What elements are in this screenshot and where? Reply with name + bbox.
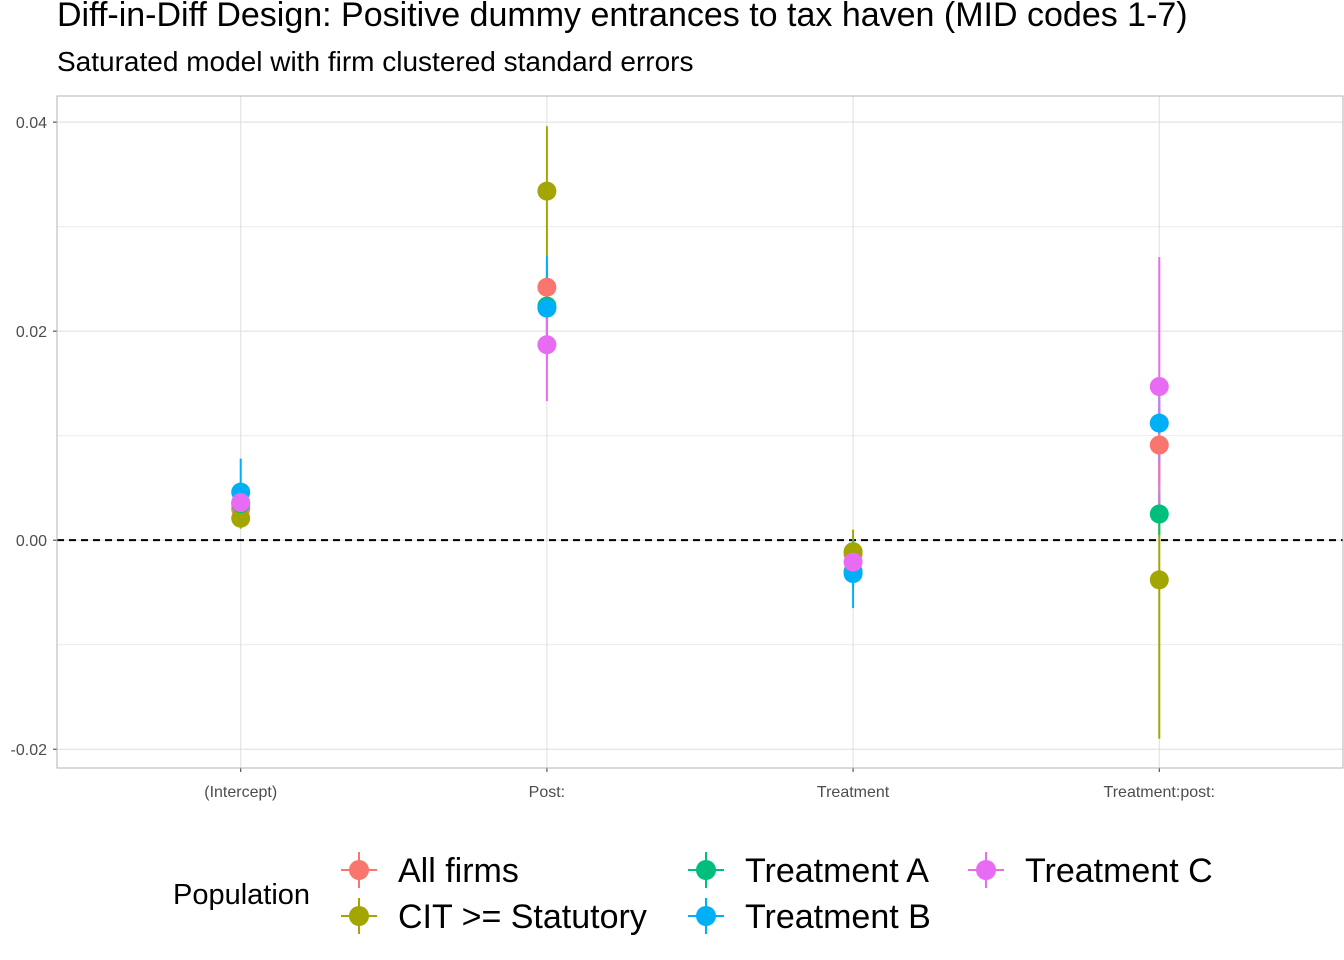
legend-item: All firms [341, 852, 519, 890]
data-point [537, 298, 557, 318]
legend-item: Treatment B [688, 898, 931, 936]
data-point [843, 552, 863, 572]
legend-label: Treatment A [745, 852, 929, 890]
data-point [1149, 504, 1169, 524]
chart-title: Diff-in-Diff Design: Positive dummy entr… [57, 0, 1188, 34]
x-tick-label: (Intercept) [204, 784, 277, 801]
legend-key-point [696, 906, 716, 926]
legend-key-point [349, 860, 369, 880]
data-point [231, 508, 251, 528]
legend-label: All firms [398, 852, 519, 890]
legend-item: Treatment C [968, 852, 1213, 890]
legend-title: Population [173, 879, 310, 911]
legend-key-point [976, 860, 996, 880]
panel-border [56, 95, 1344, 769]
data-point [1149, 570, 1169, 590]
x-tick-label: Post: [529, 784, 565, 801]
legend-key-point [696, 860, 716, 880]
legend-label: CIT >= Statutory [398, 898, 647, 936]
legend-key-point [349, 906, 369, 926]
legend-item: Treatment A [688, 852, 929, 890]
y-tick-label: 0.04 [16, 115, 47, 132]
legend-item: CIT >= Statutory [341, 898, 647, 936]
chart-subtitle: Saturated model with firm clustered stan… [57, 46, 694, 77]
data-point [537, 181, 557, 201]
legend-label: Treatment B [745, 898, 931, 936]
data-point [1149, 377, 1169, 397]
data-point [1149, 413, 1169, 433]
x-tick-label: Treatment [817, 784, 890, 801]
data-point [1149, 435, 1169, 455]
legend: Population All firms CIT >= Statutory Treat… [173, 852, 1213, 936]
y-tick-label: 0.02 [16, 324, 47, 341]
y-tick-label: 0.00 [16, 533, 47, 550]
data-point [537, 277, 557, 297]
x-tick-label: Treatment:post: [1104, 784, 1215, 801]
data-point [231, 493, 251, 513]
major-gridlines [57, 96, 1343, 768]
minor-gridlines [57, 226, 1343, 646]
data-marks [231, 126, 1169, 739]
axes: -0.02 0.00 0.02 0.04 (Intercept) Post: Treatme… [11, 95, 1344, 801]
data-point [537, 335, 557, 355]
y-tick-label: -0.02 [11, 742, 48, 759]
legend-label: Treatment C [1025, 852, 1213, 890]
